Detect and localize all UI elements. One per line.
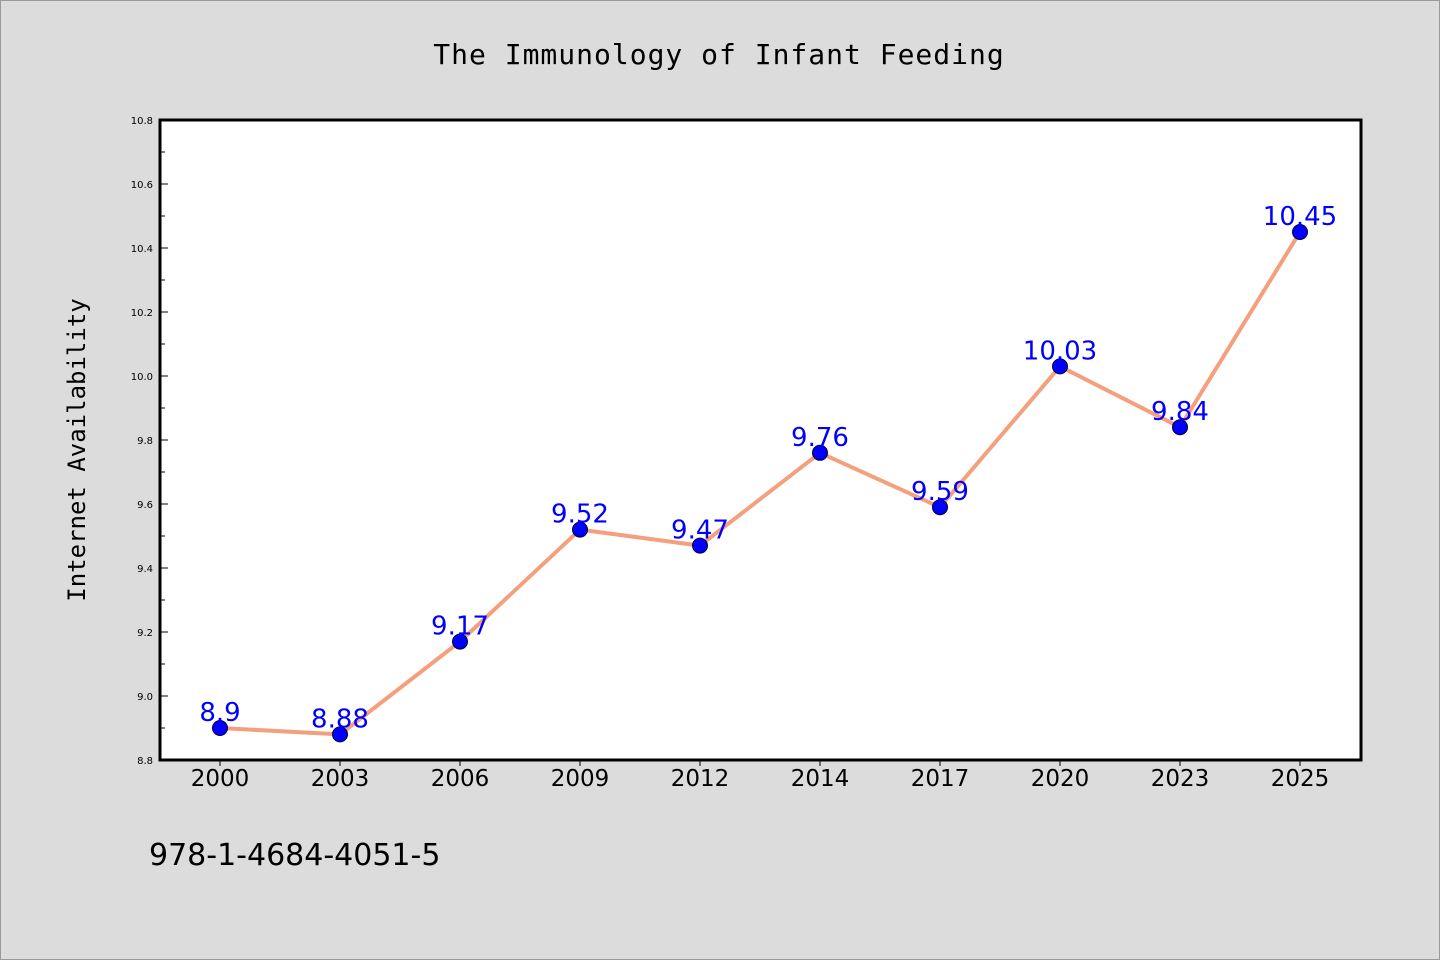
y-tick-label: 9.6 xyxy=(137,500,153,511)
data-point xyxy=(212,720,228,736)
y-tick-label: 9.0 xyxy=(137,692,153,703)
y-axis-ticks: 8.8 9.0 9.2 9.4 9.6 9.8 10.0 10.2 10.4 10.6 10.8 xyxy=(131,116,168,767)
y-axis-label: Internet Availability xyxy=(63,298,91,601)
y-tick-label: 9.8 xyxy=(137,436,153,447)
series-line xyxy=(218,230,1302,737)
y-tick-label: 9.4 xyxy=(137,564,153,575)
data-point xyxy=(692,537,708,554)
y-tick-label: 9.2 xyxy=(137,628,153,639)
x-tick-label: 2003 xyxy=(311,766,370,792)
y-tick-label: 10.8 xyxy=(131,116,153,127)
plot-area xyxy=(160,120,1361,760)
data-point xyxy=(812,444,828,461)
plot-border xyxy=(158,118,1363,762)
x-tick-label: 2006 xyxy=(431,766,490,792)
data-labels: 8.9 8.88 9.17 9.52 9.47 9.76 9.59 10.03 9.84 10.4… xyxy=(199,202,1337,734)
data-points xyxy=(212,224,1308,743)
chart-title: The Immunology of Infant Feeding xyxy=(433,38,1004,71)
data-label: 10.03 xyxy=(1023,336,1097,366)
data-point xyxy=(452,633,468,650)
x-tick-label: 2012 xyxy=(671,766,730,792)
isbn-footer: 978-1-4684-4051-5 xyxy=(149,838,440,873)
data-label: 9.17 xyxy=(431,612,489,642)
x-tick-label: 2017 xyxy=(911,766,970,792)
data-point xyxy=(332,726,348,743)
data-label: 8.88 xyxy=(311,704,369,734)
data-label: 8.9 xyxy=(199,698,240,728)
x-axis-ticks: 2000 2003 2006 2009 2012 2014 2017 2020 2023 2025 xyxy=(191,760,1330,792)
x-tick-label: 2000 xyxy=(191,766,250,792)
data-label: 9.76 xyxy=(791,423,849,453)
y-tick-label: 10.4 xyxy=(131,244,153,255)
data-point xyxy=(932,499,948,516)
y-tick-label: 8.8 xyxy=(137,756,153,767)
data-label: 9.59 xyxy=(911,477,969,507)
y-tick-label: 10.0 xyxy=(131,372,153,383)
x-tick-label: 2025 xyxy=(1271,766,1330,792)
data-point xyxy=(1172,419,1188,436)
data-point xyxy=(572,521,588,538)
y-tick-label: 10.6 xyxy=(131,180,153,191)
data-point xyxy=(1292,224,1308,240)
x-tick-label: 2020 xyxy=(1031,766,1090,792)
x-tick-label: 2023 xyxy=(1151,766,1210,792)
x-tick-label: 2009 xyxy=(551,766,610,792)
x-tick-label: 2014 xyxy=(791,766,850,792)
data-label: 10.45 xyxy=(1263,202,1337,232)
series-line-group xyxy=(218,230,1302,737)
data-point xyxy=(1052,358,1068,375)
y-tick-label: 10.2 xyxy=(131,308,153,319)
data-label: 9.47 xyxy=(671,516,729,546)
data-label: 9.52 xyxy=(551,500,609,530)
data-label: 9.84 xyxy=(1151,397,1209,427)
